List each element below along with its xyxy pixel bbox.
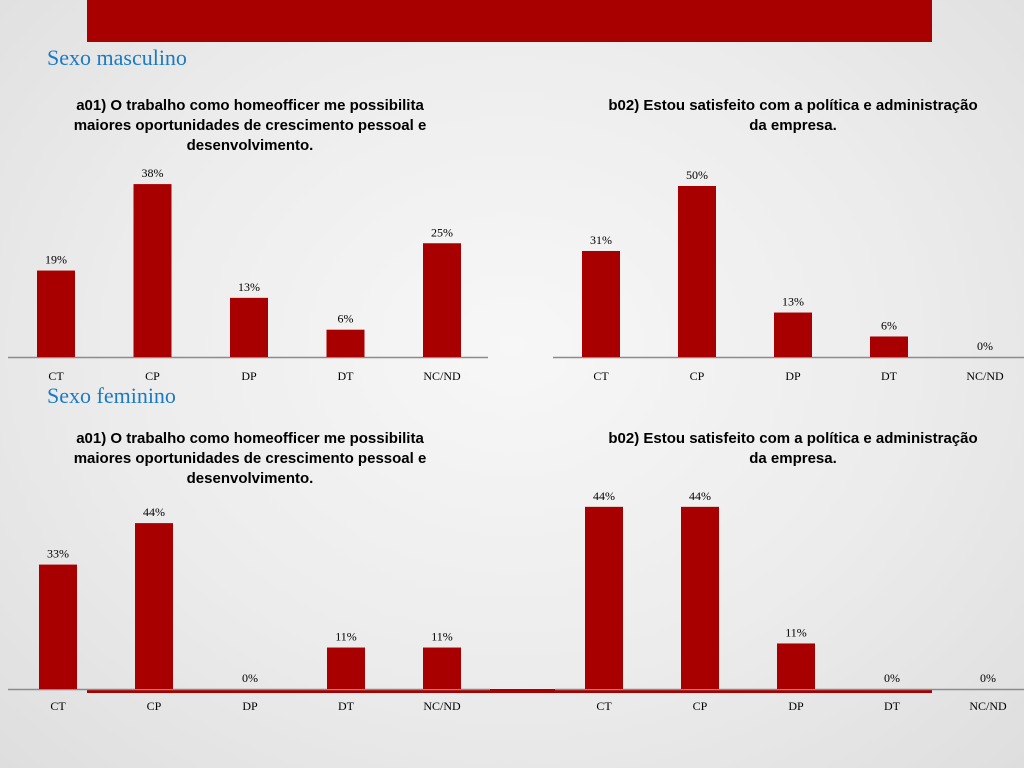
data-label-male-a01-NC/ND: 25% xyxy=(431,225,453,239)
chart-title-male-b02: b02) Estou satisfeito com a política e a… xyxy=(608,97,978,134)
category-label-female-a01-NC/ND: NC/ND xyxy=(423,699,461,713)
bar-male-b02-DT xyxy=(870,336,908,357)
data-label-male-a01-CT: 19% xyxy=(45,253,67,267)
bar-male-a01-DT xyxy=(326,329,365,357)
data-label-male-b02-CP: 50% xyxy=(686,168,708,182)
data-label-male-b02-NC/ND: 0% xyxy=(977,339,993,353)
bar-female-b02-DP xyxy=(777,643,815,689)
category-label-male-b02-CP: CP xyxy=(690,369,705,383)
data-label-female-a01-DP: 0% xyxy=(242,671,258,685)
bar-male-a01-DP xyxy=(230,297,268,357)
bar-male-a01-NC/ND xyxy=(423,243,461,357)
data-label-male-a01-CP: 38% xyxy=(142,166,164,180)
data-label-female-b02-NC/ND: 0% xyxy=(980,671,996,685)
data-label-female-b02-DP: 11% xyxy=(785,625,807,639)
data-label-male-b02-DP: 13% xyxy=(782,295,804,309)
data-label-male-a01-DP: 13% xyxy=(238,280,260,294)
bar-male-a01-CT xyxy=(37,270,75,357)
category-label-male-a01-DT: DT xyxy=(338,369,355,383)
section-title-male: Sexo masculino xyxy=(47,45,187,70)
data-label-female-a01-DT: 11% xyxy=(335,630,357,644)
category-label-female-b02-DP: DP xyxy=(788,699,804,713)
bar-male-b02-DP xyxy=(774,312,812,357)
data-label-female-a01-NC/ND: 11% xyxy=(431,630,453,644)
category-label-male-a01-CT: CT xyxy=(48,369,64,383)
data-label-female-a01-CP: 44% xyxy=(143,505,165,519)
category-label-female-b02-DT: DT xyxy=(884,699,901,713)
bar-female-b02-CP xyxy=(681,506,719,689)
bar-male-b02-CP xyxy=(678,186,716,357)
category-label-female-a01-CP: CP xyxy=(147,699,162,713)
bar-female-a01-CT xyxy=(39,564,77,689)
footer-accent-rule xyxy=(87,689,932,693)
section-title-female: Sexo feminino xyxy=(47,383,176,408)
chart-title-female-a01: a01) O trabalho como homeofficer me poss… xyxy=(73,430,427,487)
data-label-female-a01-CT: 33% xyxy=(47,547,69,561)
category-label-female-b02-NC/ND: NC/ND xyxy=(969,699,1007,713)
data-label-male-b02-CT: 31% xyxy=(590,233,612,247)
category-label-female-a01-DP: DP xyxy=(242,699,258,713)
bar-female-b02-CT xyxy=(585,506,623,689)
chart-title-male-a01: a01) O trabalho como homeofficer me poss… xyxy=(73,97,427,154)
category-label-female-b02-CP: CP xyxy=(693,699,708,713)
bar-female-a01-DT xyxy=(327,647,365,689)
data-label-male-a01-DT: 6% xyxy=(338,312,354,326)
category-label-female-b02-CT: CT xyxy=(596,699,612,713)
data-label-female-b02-CT: 44% xyxy=(593,489,615,503)
chart-title-female-b02: b02) Estou satisfeito com a política e a… xyxy=(608,430,978,467)
category-label-male-b02-DT: DT xyxy=(881,369,898,383)
header-accent-bar xyxy=(87,0,932,42)
bar-male-b02-CT xyxy=(582,250,620,357)
category-label-male-b02-CT: CT xyxy=(593,369,609,383)
category-label-male-a01-DP: DP xyxy=(241,369,257,383)
category-label-male-a01-NC/ND: NC/ND xyxy=(423,369,461,383)
category-label-female-a01-CT: CT xyxy=(50,699,66,713)
category-label-female-a01-DT: DT xyxy=(338,699,355,713)
data-label-male-b02-DT: 6% xyxy=(881,318,897,332)
data-label-female-b02-CP: 44% xyxy=(689,489,711,503)
category-label-male-b02-DP: DP xyxy=(785,369,801,383)
category-label-male-b02-NC/ND: NC/ND xyxy=(966,369,1004,383)
data-label-female-b02-DT: 0% xyxy=(884,671,900,685)
bar-male-a01-CP xyxy=(133,184,172,357)
bar-female-a01-NC/ND xyxy=(423,647,461,689)
bar-female-a01-CP xyxy=(135,523,173,689)
category-label-male-a01-CP: CP xyxy=(145,369,160,383)
